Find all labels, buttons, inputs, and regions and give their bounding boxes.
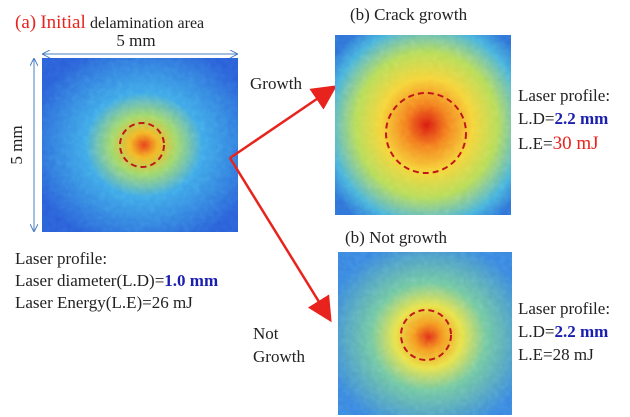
panel-b-bottom-title: (b) Not growth (345, 228, 447, 247)
growth-label: Growth (250, 74, 302, 93)
energy-b-top: L.E=30 mJ (518, 133, 599, 154)
diameter-b-bottom: L.D=2.2 mm (518, 322, 608, 341)
diameter-b-top: L.D=2.2 mm (518, 109, 608, 128)
arrow-not-growth (230, 158, 329, 318)
not-label: Not (253, 324, 279, 343)
profile-title-a: Laser profile: (15, 249, 107, 268)
figure: (a) Initial delamination area 5 mm 5 mm … (0, 0, 630, 417)
not-growth-label: Growth (253, 347, 305, 366)
arrow-growth (230, 88, 333, 158)
profile-title-b-bottom: Laser profile: (518, 299, 610, 318)
energy-a: Laser Energy(L.E)=26 mJ (15, 293, 193, 312)
height-label: 5 mm (7, 125, 26, 164)
heatmap-b-top-noise (335, 35, 511, 215)
panel-b-top-title: (b) Crack growth (350, 5, 468, 24)
heatmap-a-noise (42, 58, 238, 232)
width-label: 5 mm (116, 31, 155, 50)
heatmap-b-bottom-noise (338, 252, 512, 415)
panel-a-title: (a) Initial delamination area (15, 12, 204, 33)
profile-title-b-top: Laser profile: (518, 86, 610, 105)
diameter-a: Laser diameter(L.D)=1.0 mm (15, 271, 218, 290)
energy-b-bottom: L.E=28 mJ (518, 345, 594, 364)
